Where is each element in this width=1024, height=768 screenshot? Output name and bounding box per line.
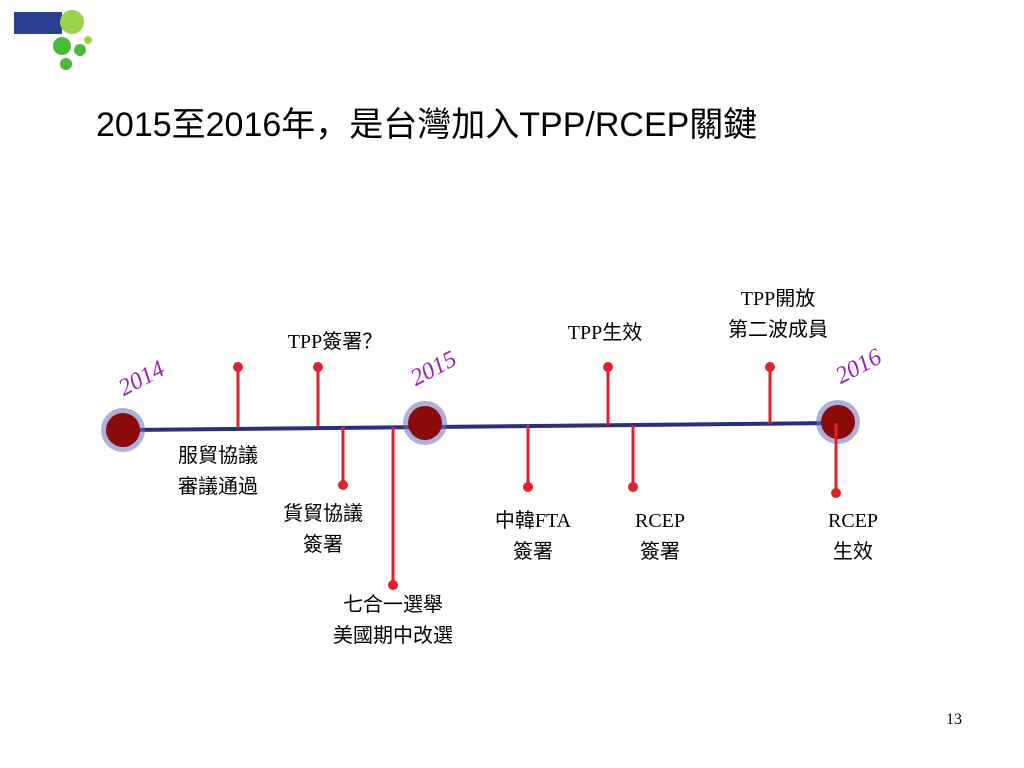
event-dot xyxy=(233,362,243,372)
event-label: RCEP xyxy=(635,510,685,532)
event-label: TPP生效 xyxy=(568,321,642,344)
event-dot xyxy=(388,580,398,590)
event-label: 服貿協議 xyxy=(178,444,258,467)
event-label: 第二波成員 xyxy=(728,318,828,341)
event-label: 簽署 xyxy=(513,540,553,563)
event-label: TPP開放 xyxy=(741,287,815,310)
event-dot xyxy=(628,482,638,492)
event-label: 審議通過 xyxy=(178,475,258,498)
year-node xyxy=(106,413,140,447)
event-label: RCEP xyxy=(828,510,878,532)
event-label: 七合一選舉 xyxy=(343,593,443,616)
timeline xyxy=(122,421,839,432)
page-number: 13 xyxy=(946,711,962,728)
event-label: TPP簽署？ xyxy=(288,330,382,353)
year-label: 2015 xyxy=(406,346,461,391)
event-label: 生效 xyxy=(833,540,873,563)
year-node xyxy=(821,405,855,439)
event-label: 貨貿協議 xyxy=(283,502,363,525)
event-label: 簽署 xyxy=(640,540,680,563)
event-dot xyxy=(603,362,613,372)
year-node xyxy=(408,406,442,440)
event-dot xyxy=(831,488,841,498)
title: 2015至2016年，是台灣加入TPP/RCEP關鍵 xyxy=(96,106,757,144)
event-label: 簽署 xyxy=(303,533,343,556)
event-label: 美國期中改選 xyxy=(333,624,453,647)
year-label: 2016 xyxy=(831,344,886,389)
event-dot xyxy=(523,482,533,492)
event-dot xyxy=(338,480,348,490)
logo xyxy=(14,10,92,70)
event-dot xyxy=(313,362,323,372)
event-dot xyxy=(765,362,775,372)
event-label: 中韓FTA xyxy=(495,509,572,532)
year-label: 2014 xyxy=(114,356,169,401)
